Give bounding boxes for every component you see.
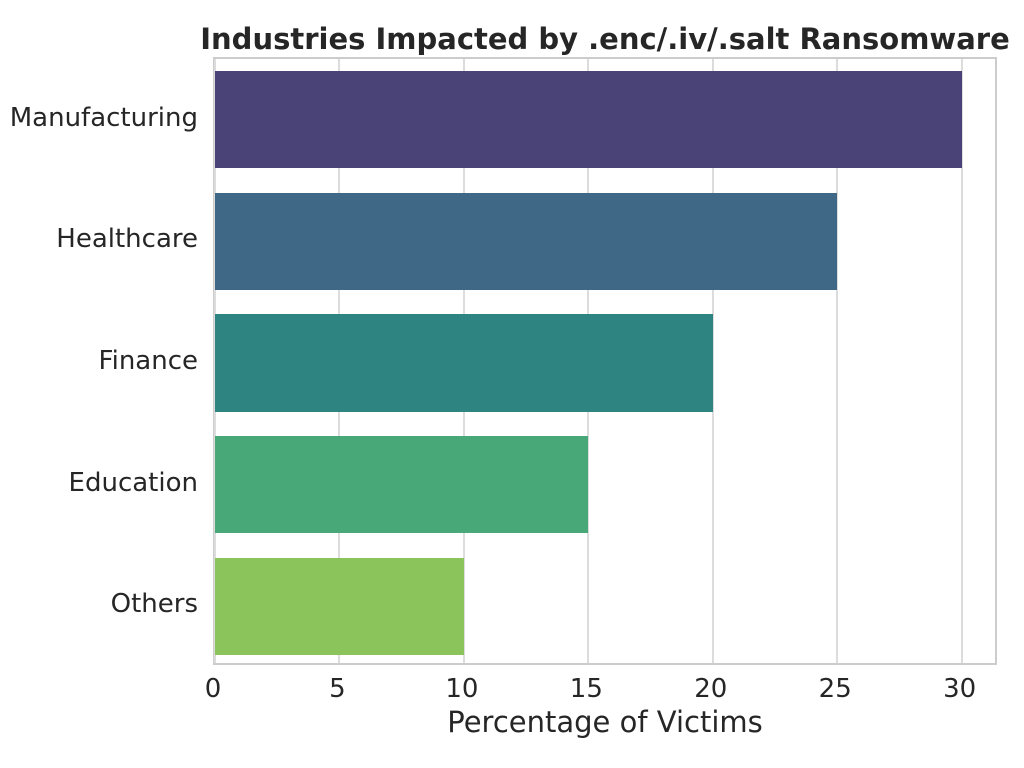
- y-tick-label-education: Education: [68, 467, 198, 498]
- x-axis-label: Percentage of Victims: [447, 705, 763, 739]
- x-tick-label-30: 30: [943, 674, 977, 704]
- y-tick-label-manufacturing: Manufacturing: [9, 102, 198, 133]
- bar-finance: [215, 314, 713, 412]
- y-tick-label-others: Others: [110, 589, 198, 620]
- y-tick-label-finance: Finance: [98, 346, 198, 376]
- x-tick-label-5: 5: [329, 674, 346, 704]
- bar-others: [215, 557, 464, 655]
- x-tick-label-10: 10: [445, 674, 479, 704]
- chart-title: Industries Impacted by .enc/.iv/.salt Ra…: [200, 22, 1010, 56]
- y-tick-label-healthcare: Healthcare: [56, 224, 198, 255]
- gridline-x-20: [711, 59, 714, 663]
- gridline-x-25: [836, 59, 839, 663]
- bar-manufacturing: [215, 71, 962, 169]
- plot-area: [213, 57, 997, 665]
- bar-healthcare: [215, 192, 838, 291]
- x-tick-label-15: 15: [569, 674, 603, 704]
- x-tick-label-25: 25: [818, 674, 852, 704]
- x-tick-label-20: 20: [694, 674, 728, 704]
- bar-education: [215, 435, 589, 534]
- gridline-x-30: [960, 59, 963, 663]
- x-tick-label-0: 0: [204, 674, 222, 704]
